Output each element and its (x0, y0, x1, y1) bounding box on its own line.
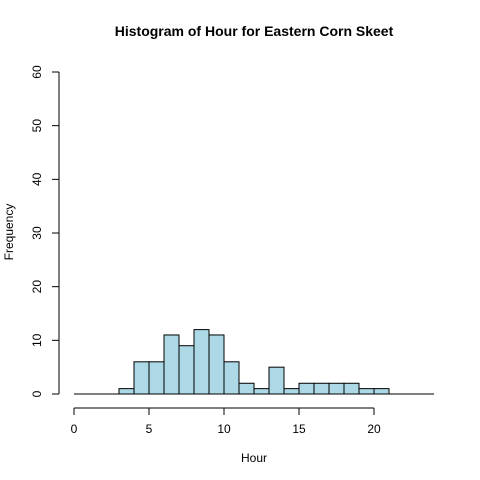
x-tick-label: 5 (146, 422, 153, 436)
histogram-bar (253, 388, 270, 395)
histogram-bar (208, 334, 225, 395)
histogram-bar (268, 366, 285, 395)
bars-group (74, 329, 434, 395)
y-tick-label: 50 (30, 119, 44, 133)
histogram-bar (358, 388, 375, 395)
x-tick-label: 10 (217, 422, 231, 436)
histogram-bar (133, 361, 150, 395)
histogram-bar (148, 361, 165, 395)
histogram-bar (223, 361, 240, 395)
x-tick-label: 20 (367, 422, 381, 436)
histogram-bar (373, 388, 390, 395)
histogram-bar (328, 382, 345, 395)
histogram-bar (283, 388, 300, 395)
chart-title: Histogram of Hour for Eastern Corn Skeet (115, 23, 394, 39)
y-axis: 0 10 20 30 40 50 60 (30, 65, 60, 397)
histogram-bar (193, 329, 210, 395)
y-tick-label: 60 (30, 65, 44, 79)
x-tick-label: 0 (71, 422, 78, 436)
histogram-bar (343, 382, 360, 395)
x-axis-label: Hour (241, 451, 267, 465)
x-tick-label: 15 (292, 422, 306, 436)
y-tick-label: 0 (30, 390, 44, 397)
x-axis: 0 5 10 15 20 (71, 407, 381, 436)
histogram-bar (313, 382, 330, 395)
y-tick-label: 20 (30, 280, 44, 294)
y-tick-label: 10 (30, 333, 44, 347)
histogram-bar (298, 382, 315, 395)
y-tick-label: 40 (30, 172, 44, 186)
histogram-bar (163, 334, 180, 395)
histogram-bar (178, 345, 195, 395)
y-axis-label: Frequency (2, 204, 16, 261)
histogram-bar (118, 388, 135, 395)
histogram-bar (238, 382, 255, 395)
y-tick-label: 30 (30, 226, 44, 240)
